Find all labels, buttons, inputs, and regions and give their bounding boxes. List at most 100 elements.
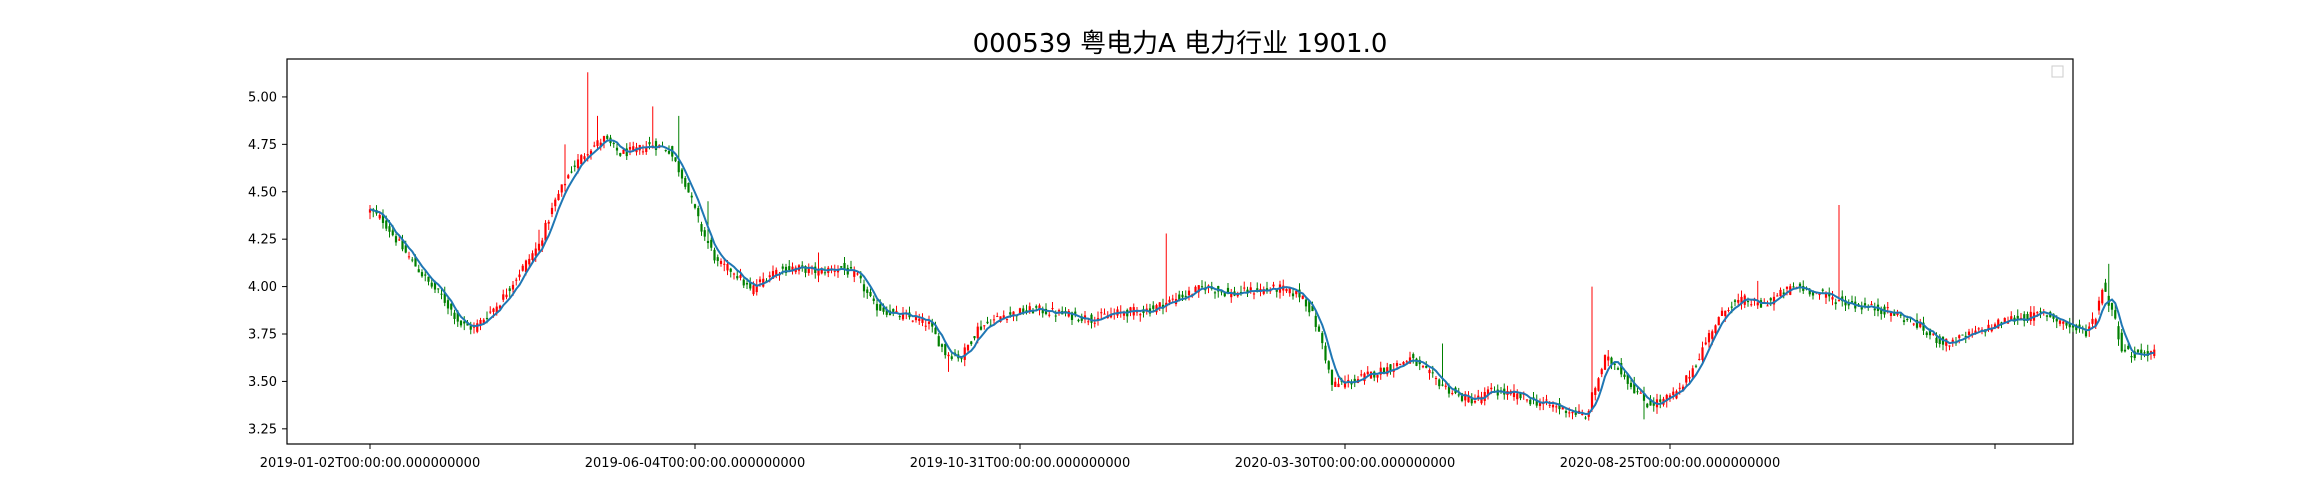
candle-down [2016,315,2019,320]
candle-down [1382,368,1386,374]
candle-up [1464,393,1467,401]
candle-down [1298,289,1301,298]
candle-down [882,307,885,312]
candle-up [1665,394,1668,401]
candle-up [502,294,505,300]
candle-down [2055,318,2058,322]
candle-down [1324,345,1327,361]
candle-down [1009,312,1012,315]
candle-down [1031,311,1035,314]
x-tick-label: 2019-01-02T00:00:00.000000000 [260,456,480,471]
candle-up [1168,299,1171,303]
candle-up [2029,311,2032,321]
candle-up [732,273,736,275]
candle-up [1896,312,1899,316]
candle-up [534,248,537,256]
candle-up [771,271,775,279]
candle-down [1899,314,1902,316]
candle-down [2039,311,2042,313]
candle-down [1025,310,1028,312]
candle-up [482,319,485,323]
candle-up [723,263,726,265]
chart-title: 000539 粤电力A 电力行业 1901.0 [973,29,1388,59]
candle-down [1659,399,1662,402]
candle-up [1889,312,1893,316]
candle-down [2068,323,2071,328]
candle-up [1366,371,1369,375]
candle-up [593,145,596,147]
candle-down [391,230,394,236]
moving-average-line [369,139,2155,415]
candle-up [563,183,567,186]
candle-down [690,195,693,198]
candle-down [710,239,713,248]
candle-down [703,230,706,237]
candle-down [979,326,983,330]
candle-down [1811,290,1815,296]
candle-up [1997,319,2000,329]
candle-down [1200,286,1204,288]
candle-down [849,266,853,269]
candle-up [1951,339,1954,343]
candle-down [788,266,791,271]
candle-down [970,341,973,345]
candle-up [1720,310,1724,316]
candle-up [963,347,966,360]
candle-down [667,150,671,154]
candle-down [1035,306,1038,308]
candle-down [1828,293,1831,297]
candle-up [1259,288,1262,291]
candle-down [1213,292,1217,294]
candle-down [1327,361,1330,370]
candle-down [1080,316,1083,321]
candle-down [433,281,437,290]
candle-up [547,221,550,224]
candle-up [1395,363,1399,366]
candle-down [664,150,667,152]
candle-down [1629,382,1633,387]
candle-up [1295,290,1298,295]
candle-up [1967,331,1971,335]
candle-down [937,336,940,347]
candle-up [768,275,771,278]
candle-up [976,326,979,339]
candle-down [453,312,456,319]
candle-down [381,215,385,223]
candle-up [1561,406,1564,410]
candle-up [1057,310,1061,312]
candle-up [531,253,534,260]
candle-down [2110,302,2114,310]
candle-up [1538,403,1542,406]
candle-up [1048,314,1051,316]
candle-down [1558,403,1561,410]
candle-up [596,140,599,147]
candle-up [1993,324,1997,329]
candle-up [1639,392,1642,394]
candle-down [1860,307,1863,310]
candle-down [1441,384,1444,386]
candle-up [1093,322,1096,324]
candle-down [1938,336,1941,344]
candle-up [1363,373,1366,382]
candle-up [2058,320,2062,324]
candle-up [1737,299,1740,303]
candle-down [1447,386,1451,394]
candle-up [1607,356,1610,361]
candle-up [2006,322,2010,324]
candle-up [1194,286,1197,292]
candle-up [1568,412,1571,414]
candle-down [1633,382,1636,394]
candle-down [1769,298,1772,301]
candle-up [791,266,794,272]
candle-down [840,266,843,268]
candle-down [749,282,752,289]
candle-up [560,184,563,193]
candle-up [1512,390,1516,398]
candle-down [804,266,807,273]
candle-up [758,279,762,282]
candle-down [625,148,628,157]
candle-up [2036,312,2039,314]
candle-down [1291,293,1295,297]
plot-area-frame [286,58,2074,445]
